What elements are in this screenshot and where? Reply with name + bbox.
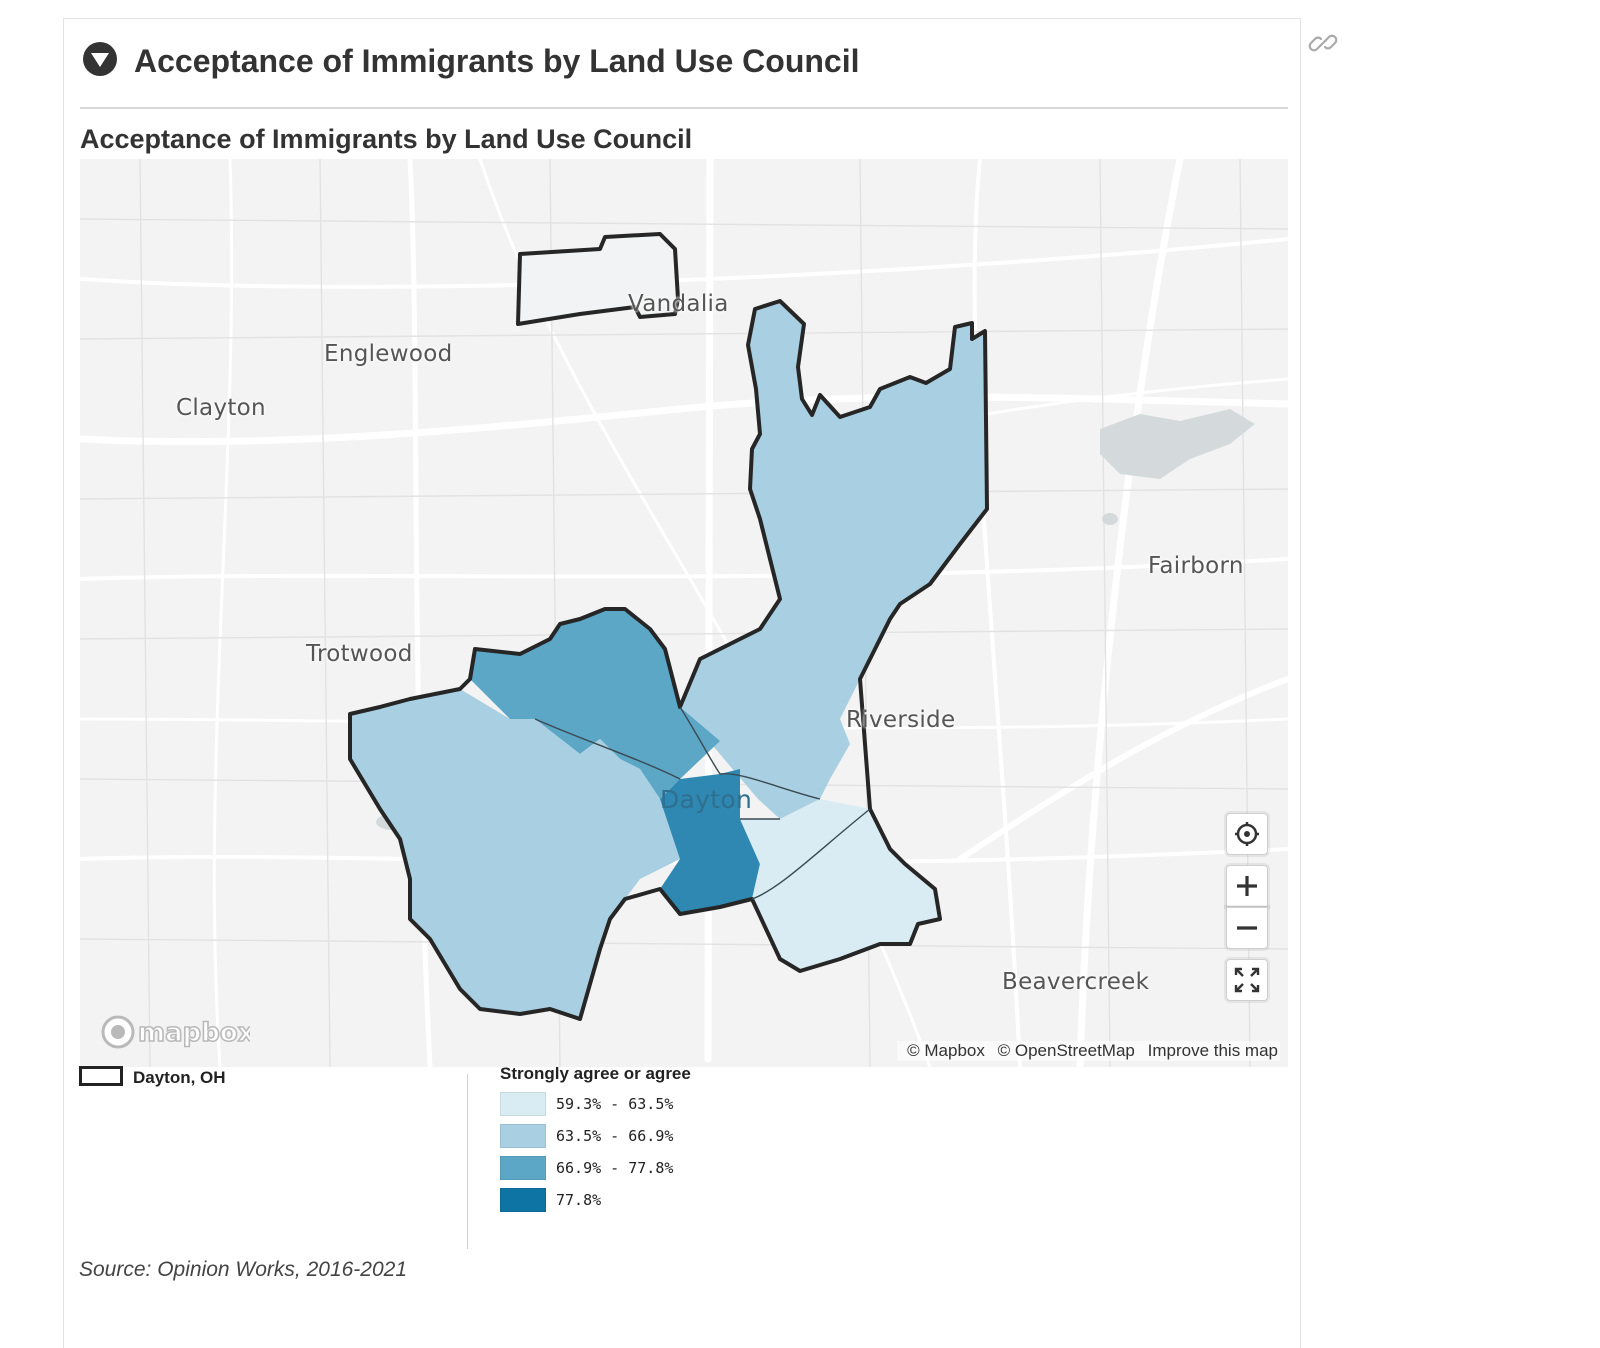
map-view[interactable]: Vandalia Englewood Clayton Fairborn Trot…: [80, 159, 1288, 1067]
region-northwest[interactable]: [470, 609, 720, 799]
region-northeast[interactable]: [680, 301, 987, 819]
zoom-out-button[interactable]: [1226, 907, 1268, 949]
region-southeast[interactable]: [740, 799, 940, 971]
place-label-vandalia: Vandalia: [628, 291, 729, 317]
mapbox-logo[interactable]: mapbox: [100, 1013, 256, 1051]
boundary-swatch: [79, 1066, 123, 1086]
chevron-down-icon[interactable]: [82, 41, 118, 77]
basemap: [80, 159, 1288, 1067]
map-attribution: © Mapbox © OpenStreetMap Improve this ma…: [897, 1041, 1280, 1061]
legend-item: 63.5% - 66.9%: [500, 1118, 691, 1150]
section-title: Acceptance of Immigrants by Land Use Cou…: [134, 43, 860, 79]
svg-text:mapbox: mapbox: [138, 1018, 250, 1048]
place-label-beavercreek: Beavercreek: [1002, 969, 1150, 995]
place-label-englewood: Englewood: [324, 341, 453, 367]
plus-icon: [1237, 876, 1257, 896]
boundary-legend-label: Dayton, OH: [133, 1068, 226, 1087]
place-label-clayton: Clayton: [176, 395, 266, 421]
legend-item: 59.3% - 63.5%: [500, 1086, 691, 1118]
fullscreen-button[interactable]: [1226, 959, 1268, 1001]
expand-icon: [1234, 967, 1260, 993]
attribution-mapbox-link[interactable]: © Mapbox: [907, 1041, 985, 1060]
region-southwest[interactable]: [350, 689, 680, 1019]
region-vandalia[interactable]: [516, 232, 680, 326]
map-card: Acceptance of Immigrants by Land Use Cou…: [63, 18, 1301, 1348]
place-label-fairborn: Fairborn: [1148, 553, 1244, 579]
improve-map-link[interactable]: Improve this map: [1147, 1041, 1278, 1060]
place-label-dayton: Dayton: [660, 785, 753, 814]
legend-item-label: 66.9% - 77.8%: [556, 1159, 674, 1177]
attribution-osm-link[interactable]: © OpenStreetMap: [997, 1041, 1135, 1060]
place-label-riverside: Riverside: [846, 707, 956, 733]
locate-button[interactable]: [1226, 813, 1268, 855]
section-header: Acceptance of Immigrants by Land Use Cou…: [80, 37, 1288, 109]
legend-title: Strongly agree or agree: [500, 1064, 691, 1083]
legend-swatch: [500, 1124, 546, 1148]
region-downtown[interactable]: [660, 769, 760, 914]
place-label-trotwood: Trotwood: [306, 641, 413, 667]
legend-item-label: 63.5% - 66.9%: [556, 1127, 674, 1145]
legend-divider: [467, 1074, 468, 1249]
choropleth-legend: Strongly agree or agree 59.3% - 63.5% 63…: [500, 1062, 691, 1214]
minus-icon: [1237, 926, 1257, 930]
legend-swatch: [500, 1156, 546, 1180]
dayton-boundary: [348, 299, 989, 1021]
legend-item-label: 59.3% - 63.5%: [556, 1095, 674, 1113]
zoom-in-button[interactable]: [1226, 865, 1268, 907]
link-icon[interactable]: [1308, 28, 1338, 58]
legend-swatch: [500, 1188, 546, 1212]
legend-item: 77.8%: [500, 1182, 691, 1214]
crosshair-icon: [1235, 822, 1259, 846]
legend-swatch: [500, 1092, 546, 1116]
map-title: Acceptance of Immigrants by Land Use Cou…: [80, 124, 693, 154]
legend-item-label: 77.8%: [556, 1191, 602, 1209]
legend-item: 66.9% - 77.8%: [500, 1150, 691, 1182]
source-note: Source: Opinion Works, 2016-2021: [79, 1258, 408, 1281]
